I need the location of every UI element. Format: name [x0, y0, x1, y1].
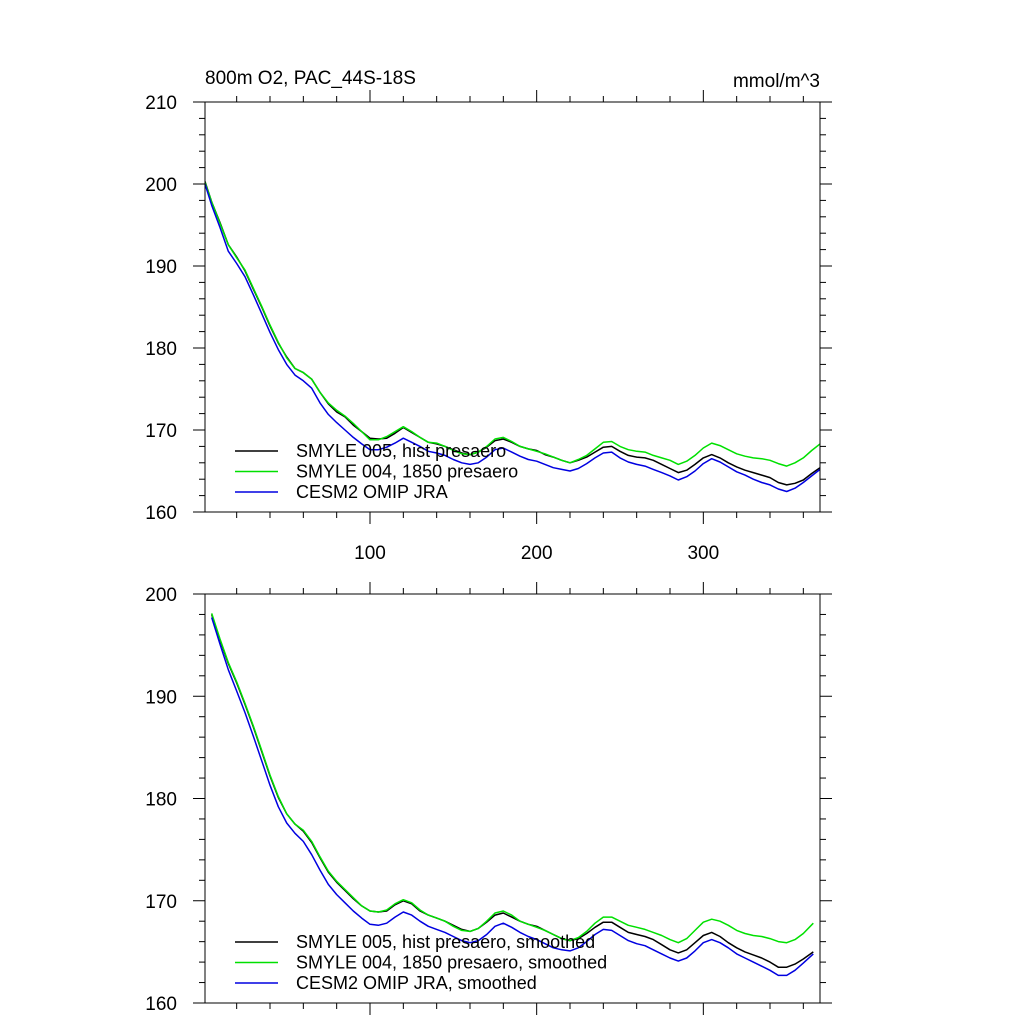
y-tick-label: 190	[145, 257, 177, 278]
plot-frame	[204, 101, 821, 513]
y-tick-label: 180	[145, 339, 177, 360]
y-tick-label: 170	[145, 421, 177, 442]
x-tick-label: 200	[521, 543, 553, 564]
y-tick-label: 160	[145, 503, 177, 524]
x-tick-label: 100	[354, 543, 386, 564]
series-line-3	[210, 617, 814, 977]
legend-label-2: SMYLE 004, 1850 presaero	[296, 462, 518, 482]
y-tick-label: 190	[145, 687, 177, 708]
series-line-2	[205, 182, 820, 467]
y-tick-label: 200	[145, 585, 177, 606]
plot-area	[210, 613, 814, 977]
top-panel: 160 170 180 190 200 210 100 200 300 800m O2, PAC_…	[145, 68, 832, 564]
series-line-1	[210, 614, 814, 968]
legend-label-1: SMYLE 005, hist presaero, smoothed	[296, 932, 595, 952]
y-tick-label: 180	[145, 790, 177, 811]
x-tick-label: 300	[687, 543, 719, 564]
y-tick-label: 210	[145, 93, 177, 114]
y-tick-label: 170	[145, 892, 177, 913]
plot-area	[205, 181, 820, 493]
series-line-1	[205, 181, 820, 486]
series-line-3	[205, 183, 820, 493]
chart-title: 800m O2, PAC_44S-18S	[205, 68, 416, 89]
y-tick-label: 160	[145, 994, 177, 1015]
legend-label-3: CESM2 OMIP JRA	[296, 482, 448, 502]
bottom-panel: 160 170 180 190 200 SMYLE 005, hist presaero,…	[145, 582, 832, 1015]
series-line-2	[210, 613, 814, 944]
legend-label-2: SMYLE 004, 1850 presaero, smoothed	[296, 953, 607, 973]
y-tick-label: 200	[145, 175, 177, 196]
units-label: mmol/m^3	[733, 71, 820, 92]
legend-label-3: CESM2 OMIP JRA, smoothed	[296, 973, 537, 993]
legend-label-1: SMYLE 005, hist presaero	[296, 441, 506, 461]
